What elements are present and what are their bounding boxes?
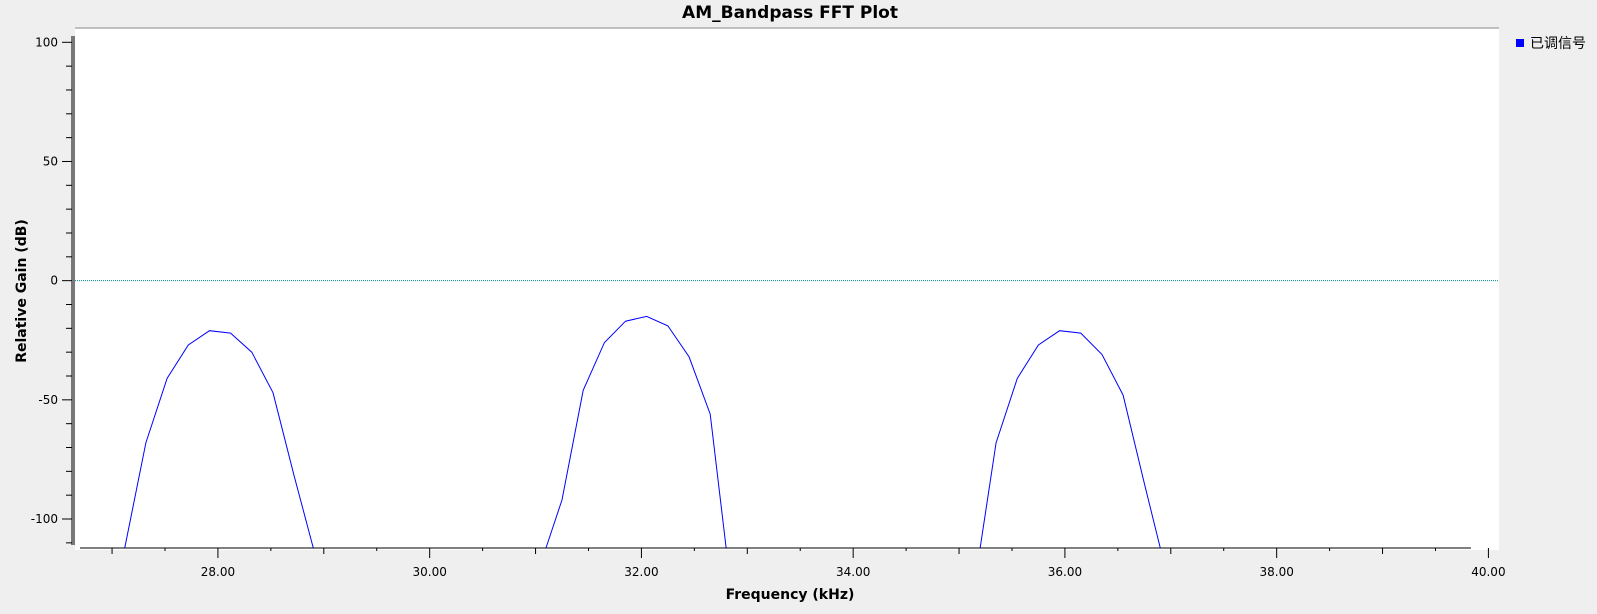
y-axis: 100 50 0 -50 -100 [31, 35, 75, 545]
x-axis: 28.00 30.00 32.00 34.00 36.00 38.00 40.00 [80, 547, 1506, 579]
y-axis-label: Relative Gain (dB) [14, 219, 30, 363]
y-tick-label: 50 [43, 154, 58, 168]
y-tick-label: 100 [35, 35, 58, 49]
series-line-segment-2 [545, 315, 727, 548]
legend[interactable]: 已调信号 [1516, 36, 1586, 52]
y-tick-label: -100 [31, 512, 58, 526]
series-line-segment-1 [124, 330, 314, 548]
y-tick-label: 0 [50, 274, 58, 288]
x-tick-label: 30.00 [412, 565, 446, 579]
x-tick-label: 36.00 [1048, 565, 1082, 579]
x-tick-label: 38.00 [1259, 565, 1293, 579]
x-tick-label: 32.00 [624, 565, 658, 579]
plot-area [75, 28, 1499, 550]
x-tick-label: 34.00 [836, 565, 870, 579]
x-axis-label: Frequency (kHz) [726, 587, 855, 603]
series-line-segment-3 [979, 330, 1161, 548]
legend-label: 已调信号 [1530, 36, 1586, 52]
chart-title: AM_Bandpass FFT Plot [682, 3, 898, 23]
legend-swatch [1516, 39, 1524, 47]
x-tick-label: 28.00 [201, 565, 235, 579]
series-layer [124, 315, 1161, 548]
x-tick-label: 40.00 [1471, 565, 1505, 579]
y-tick-label: -50 [38, 393, 58, 407]
